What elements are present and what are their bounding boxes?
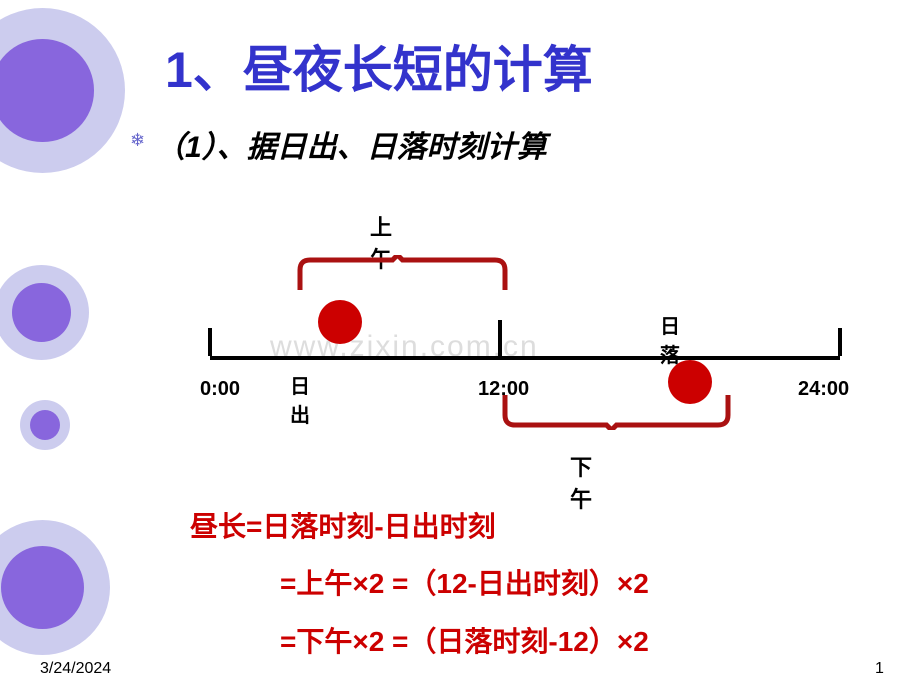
decor-circle xyxy=(0,520,110,655)
formula-line: =上午×2 =（12-日出时刻）×2 xyxy=(280,562,649,602)
decor-circle xyxy=(0,8,125,173)
bracket-bottom xyxy=(500,390,733,430)
page-title: 1、昼夜长短的计算 xyxy=(165,30,593,102)
bracket-top xyxy=(295,255,510,295)
footer-date: 3/24/2024 xyxy=(40,660,111,678)
diagram-label: 日落 xyxy=(660,310,680,368)
subtitle: （1）、据日出、日落时刻计算 xyxy=(155,122,547,166)
timeline-axis xyxy=(210,356,840,360)
formula-line: 昼长=日落时刻-日出时刻 xyxy=(190,505,496,545)
timeline-tick xyxy=(498,320,502,356)
sunrise-dot xyxy=(318,300,362,344)
timeline-tick xyxy=(208,328,212,356)
diagram-label: 0:00 xyxy=(200,378,240,401)
bullet-icon: ❄ xyxy=(130,130,145,151)
footer-page-number: 1 xyxy=(875,660,884,678)
decor-circle xyxy=(20,400,70,450)
diagram-label: 24:00 xyxy=(798,378,849,401)
timeline-tick xyxy=(838,328,842,356)
decor-circle xyxy=(0,265,89,360)
diagram-label: 下午 xyxy=(570,450,592,514)
diagram-label: 日出 xyxy=(290,370,310,428)
formula-line: =下午×2 =（日落时刻-12）×2 xyxy=(280,620,649,660)
title-text: 1、昼夜长短的计算 xyxy=(165,42,593,98)
subtitle-text: （1）、据日出、日落时刻计算 xyxy=(155,131,547,164)
